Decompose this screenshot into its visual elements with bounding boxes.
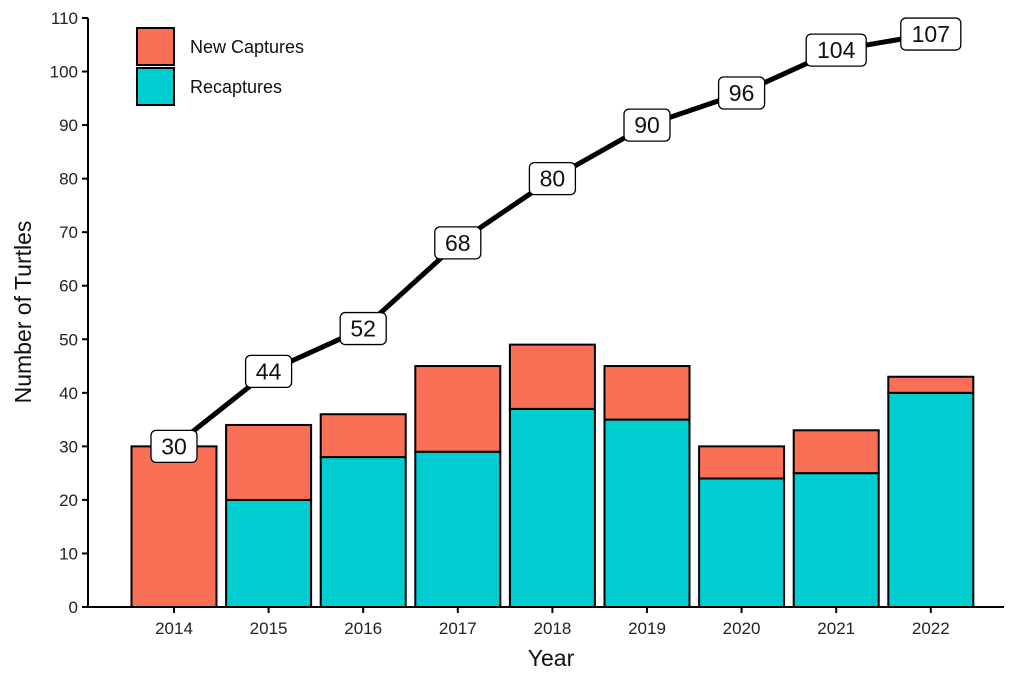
x-tick-label-2014: 2014 xyxy=(155,619,193,638)
point-label-2016: 52 xyxy=(339,311,387,346)
bar-recaptures-2015 xyxy=(225,498,313,608)
legend-label-new-captures: New Captures xyxy=(190,37,304,57)
point-label-text-2014: 30 xyxy=(161,433,187,459)
point-label-box-2021 xyxy=(805,33,867,67)
y-tick-label-70: 70 xyxy=(59,223,78,242)
bar-new-captures-2018 xyxy=(508,343,596,410)
y-tick-label-100: 100 xyxy=(50,63,78,82)
x-tick-label-2019: 2019 xyxy=(628,619,666,638)
x-tick-label-2015: 2015 xyxy=(250,619,288,638)
point-label-2014: 30 xyxy=(150,429,198,464)
point-label-box-2020 xyxy=(717,76,766,110)
point-label-box-2017 xyxy=(434,226,482,260)
x-tick-label-2021: 2021 xyxy=(817,619,855,638)
point-label-box-2022 xyxy=(900,17,962,51)
point-label-text-2016: 52 xyxy=(350,316,376,342)
point-label-text-2022: 107 xyxy=(912,21,950,47)
x-tick-label-2018: 2018 xyxy=(533,619,571,638)
bar-recaptures-2021 xyxy=(792,472,880,608)
x-tick-label-2017: 2017 xyxy=(439,619,477,638)
point-label-2022: 107 xyxy=(900,17,962,51)
bar-recaptures-2018 xyxy=(508,407,596,608)
point-label-2017: 68 xyxy=(434,226,482,260)
legend-swatch-new-captures xyxy=(136,27,175,66)
point-label-text-2020: 96 xyxy=(729,80,755,106)
legend-swatch-recaptures xyxy=(136,67,175,106)
y-tick-label-30: 30 xyxy=(59,437,78,456)
point-label-text-2015: 44 xyxy=(256,358,282,384)
bar-new-captures-2020 xyxy=(698,445,786,480)
bar-new-captures-2014 xyxy=(130,445,218,609)
point-label-text-2019: 90 xyxy=(634,112,660,138)
point-label-box-2018 xyxy=(528,161,577,196)
x-tick-label-2020: 2020 xyxy=(723,619,761,638)
x-tick-label-2022: 2022 xyxy=(912,619,950,638)
point-label-2020: 96 xyxy=(717,76,766,110)
point-label-text-2017: 68 xyxy=(445,230,471,256)
bar-new-captures-2015 xyxy=(225,423,313,501)
bar-recaptures-2017 xyxy=(414,450,502,608)
point-label-2021: 104 xyxy=(805,33,867,67)
y-axis-title: Number of Turtles xyxy=(10,221,36,404)
x-axis-title: Year xyxy=(528,645,575,671)
point-label-text-2021: 104 xyxy=(817,37,856,63)
y-tick-label-90: 90 xyxy=(59,116,78,135)
bar-new-captures-2016 xyxy=(319,413,407,459)
x-tick-label-2016: 2016 xyxy=(344,619,382,638)
bar-recaptures-2019 xyxy=(603,418,691,608)
point-label-2018: 80 xyxy=(528,161,577,196)
legend-label-recaptures: Recaptures xyxy=(190,77,282,97)
y-tick-label-80: 80 xyxy=(59,170,78,189)
bar-recaptures-2020 xyxy=(698,477,786,608)
y-tick-label-10: 10 xyxy=(59,544,78,563)
point-label-box-2019 xyxy=(623,108,671,142)
y-tick-label-110: 110 xyxy=(51,9,78,28)
point-label-2019: 90 xyxy=(623,108,671,142)
y-tick-label-0: 0 xyxy=(69,598,78,617)
y-tick-label-50: 50 xyxy=(59,330,78,349)
point-label-2015: 44 xyxy=(244,354,293,389)
bar-new-captures-2022 xyxy=(887,375,975,394)
point-label-box-2015 xyxy=(244,354,293,389)
bars-layer xyxy=(130,343,975,609)
y-tick-label-40: 40 xyxy=(59,384,78,403)
point-labels-layer: 30 44 52 68 80 90 96 104 107 xyxy=(150,17,962,464)
bar-recaptures-2016 xyxy=(319,456,407,608)
point-label-box-2014 xyxy=(150,429,198,464)
bar-new-captures-2017 xyxy=(414,365,502,453)
y-tick-label-60: 60 xyxy=(59,277,78,296)
point-label-text-2018: 80 xyxy=(540,166,566,192)
axes-layer: 0 10 20 30 40 50 60 70 80 90 100 110 2014 2015 2016 201… xyxy=(50,9,1004,638)
y-tick-label-20: 20 xyxy=(59,491,78,510)
bar-new-captures-2019 xyxy=(603,365,691,421)
point-label-box-2016 xyxy=(339,311,387,346)
legend: New Captures Recaptures xyxy=(136,27,304,106)
bar-recaptures-2022 xyxy=(887,391,975,608)
bar-new-captures-2021 xyxy=(792,429,880,475)
